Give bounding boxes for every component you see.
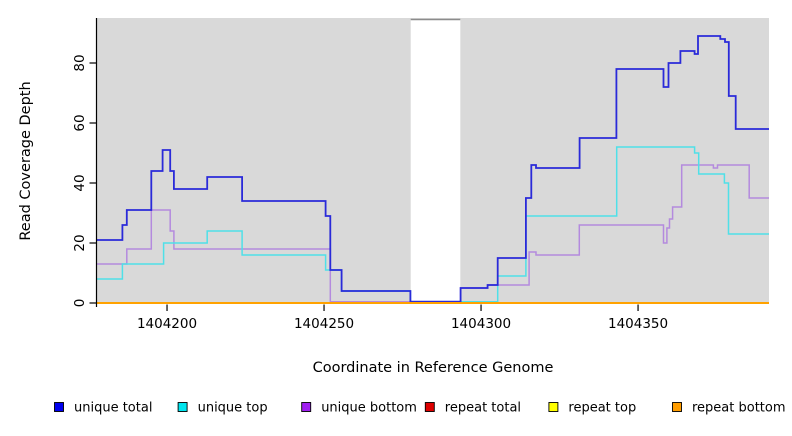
legend-swatch [424, 402, 435, 412]
series-unique-total [97, 35, 769, 303]
x-tick-label: 1404350 [608, 316, 668, 332]
y-tick-label: 40 [72, 174, 88, 191]
legend-label: unique top [198, 401, 268, 416]
legend-swatch [54, 402, 64, 412]
y-tick-label: 0 [72, 299, 88, 308]
legend-swatch [548, 402, 559, 412]
plot-area: 0 20 40 60 80 1404200 1404250 1404300 1404350 [72, 18, 769, 332]
legend-item-unique-total: unique total [54, 401, 152, 416]
legend-swatch [177, 402, 188, 412]
legend-label: repeat total [445, 401, 521, 416]
y-axis-title: Read Coverage Depth [18, 81, 34, 240]
legend-label: unique bottom [321, 401, 417, 416]
legend-item-repeat-top: repeat top [548, 401, 636, 416]
legend-label: unique total [74, 401, 152, 416]
legend-item-repeat-total: repeat total [424, 401, 521, 416]
legend-item-repeat-bottom: repeat bottom [672, 401, 786, 416]
x-axis-title: Coordinate in Reference Genome [313, 360, 554, 376]
y-tick-label: 60 [72, 114, 88, 131]
legend-swatch [672, 402, 682, 412]
y-tick-label: 20 [72, 234, 88, 251]
x-tick-label: 1404250 [294, 316, 354, 332]
legend-item-unique-top: unique top [177, 401, 268, 416]
legend-label: repeat top [568, 401, 636, 416]
x-tick-label: 1404200 [137, 316, 197, 332]
y-tick-label: 80 [72, 54, 88, 71]
legend-label: repeat bottom [692, 401, 786, 416]
masked-gap-region [410, 19, 461, 303]
legend-swatch [301, 402, 312, 412]
series-unique-bottom [97, 164, 769, 303]
x-tick-label: 1404300 [451, 316, 511, 332]
legend: unique total unique top unique bottom repea… [54, 401, 786, 416]
legend-item-unique-bottom: unique bottom [301, 401, 417, 416]
